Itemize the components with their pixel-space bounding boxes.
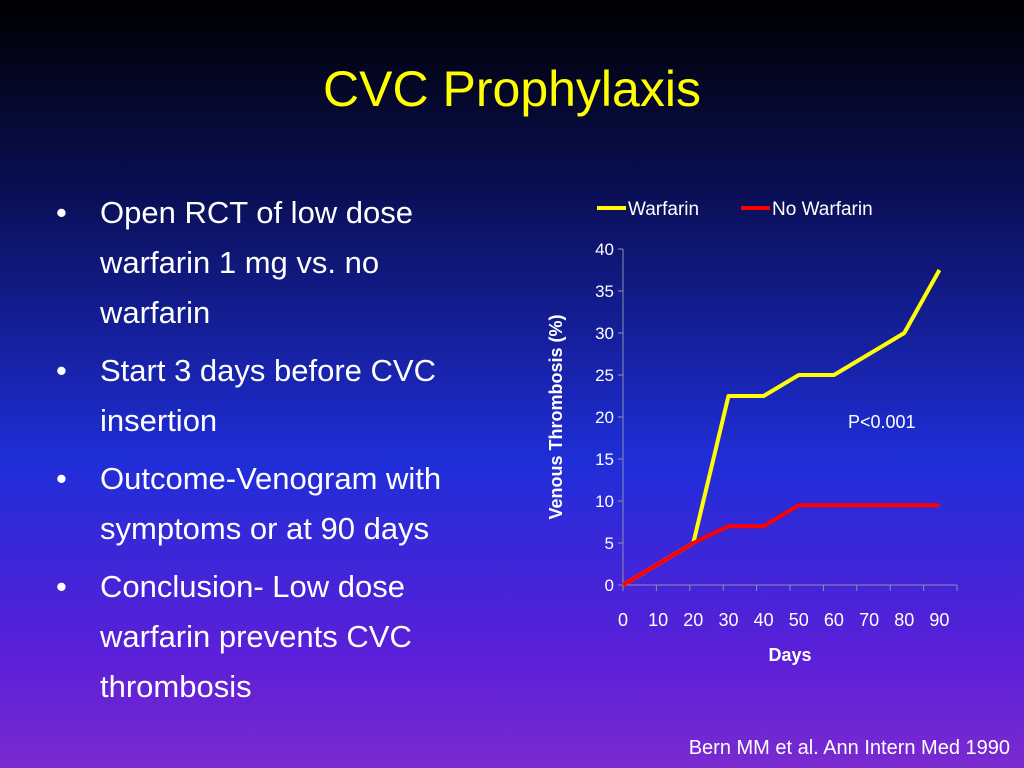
bullet-icon: •	[56, 195, 67, 230]
x-tick-label: 30	[718, 610, 738, 630]
x-tick-label: 70	[859, 610, 879, 630]
y-axis-title: Venous Thrombosis (%)	[546, 314, 566, 519]
x-tick-label: 10	[648, 610, 668, 630]
y-tick-label: 10	[595, 492, 614, 511]
y-tick-label: 30	[595, 324, 614, 343]
bullet-item: • Start 3 days before CVC insertion	[56, 346, 496, 446]
slide-title: CVC Prophylaxis	[323, 61, 701, 117]
bullet-text: Conclusion- Low dose warfarin prevents C…	[100, 569, 412, 704]
y-tick-label: 20	[595, 408, 614, 427]
y-tick-label: 25	[595, 366, 614, 385]
bullet-icon: •	[56, 461, 67, 496]
y-tick-label: 40	[595, 240, 614, 259]
legend-label: No Warfarin	[772, 199, 873, 220]
legend-label: Warfarin	[628, 199, 699, 220]
bullet-icon: •	[56, 569, 67, 604]
bullet-item: • Outcome-Venogram with symptoms or at 90…	[56, 454, 496, 554]
bullet-icon: •	[56, 353, 67, 388]
x-tick-label: 80	[894, 610, 914, 630]
y-tick-label: 15	[595, 450, 614, 469]
series-line-warfarin	[621, 269, 942, 587]
y-tick-label: 5	[605, 534, 614, 553]
bullet-item: • Conclusion- Low dose warfarin prevents …	[56, 562, 496, 712]
x-tick-label: 0	[618, 610, 628, 630]
x-axis-title: Days	[768, 645, 811, 665]
bullet-text: Open RCT of low dose warfarin 1 mg vs. n…	[100, 195, 414, 330]
bullet-text: Outcome-Venogram with symptoms or at 90 …	[100, 461, 442, 546]
y-tick-label: 0	[605, 576, 614, 595]
x-tick-label: 60	[824, 610, 844, 630]
y-tick-label: 35	[595, 282, 614, 301]
series-line-no-warfarin	[621, 503, 940, 587]
bullet-text: Start 3 days before CVC insertion	[100, 353, 436, 438]
bullet-list: • Open RCT of low dose warfarin 1 mg vs. …	[56, 188, 496, 720]
x-tick-label: 50	[789, 610, 809, 630]
p-value-annotation: P<0.001	[848, 412, 916, 432]
x-tick-label: 90	[929, 610, 949, 630]
x-tick-label: 20	[683, 610, 703, 630]
x-tick-label: 40	[754, 610, 774, 630]
citation: Bern MM et al. Ann Intern Med 1990	[688, 737, 1010, 759]
bullet-item: • Open RCT of low dose warfarin 1 mg vs. …	[56, 188, 496, 338]
